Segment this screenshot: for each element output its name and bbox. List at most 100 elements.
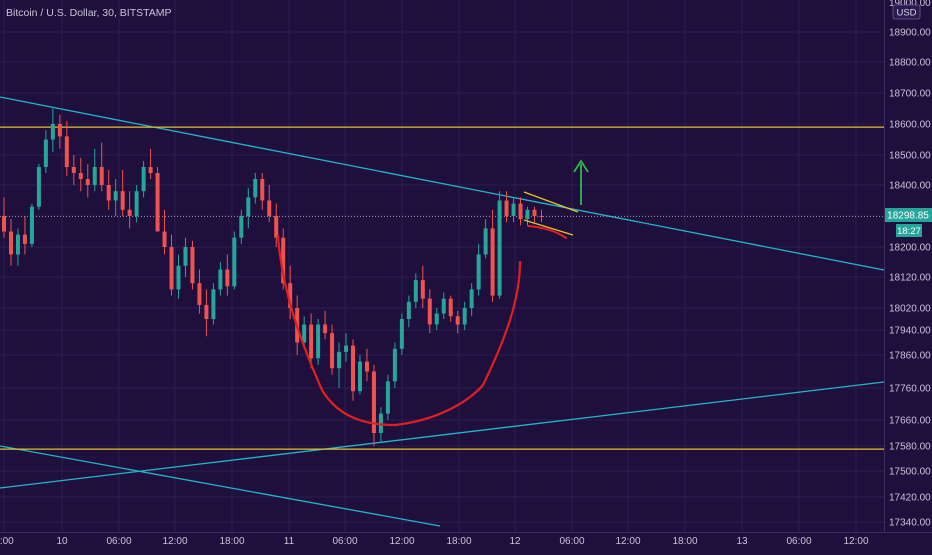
- candle-body: [309, 324, 314, 359]
- ascending-trend-line: [0, 381, 885, 489]
- candle-body: [50, 124, 55, 140]
- price-tick-label: 18200.00: [889, 243, 931, 254]
- candle-body: [525, 209, 530, 220]
- candle-body: [211, 289, 216, 319]
- price-axis-top-label: 19000.00: [889, 0, 931, 9]
- candle-body: [455, 316, 460, 325]
- price-tick-label: 18020.00: [889, 304, 931, 315]
- candle-body: [57, 124, 62, 137]
- candle-body: [29, 206, 34, 244]
- time-tick-label: 12:00: [162, 536, 187, 547]
- candle-body: [113, 191, 118, 201]
- time-tick-label: 12:00: [843, 536, 868, 547]
- candle-body: [323, 324, 328, 334]
- candle-body: [15, 234, 20, 255]
- candle-body: [134, 191, 139, 216]
- currency-label-box[interactable]: [892, 4, 921, 20]
- price-tick-label: 17660.00: [889, 416, 931, 427]
- candle-body: [392, 348, 397, 382]
- time-tick-label: 06:00: [786, 536, 811, 547]
- candle-body: [239, 216, 244, 238]
- price-tick-label: 17580.00: [889, 442, 931, 453]
- time-tick-label: 18:00: [219, 536, 244, 547]
- candle-body: [190, 247, 195, 284]
- price-axis[interactable]: 18900.00 18800.00 18700.00 18600.00 18500.00…: [889, 28, 931, 529]
- currency-label: USD: [896, 8, 916, 19]
- last-price-badge: [885, 208, 932, 222]
- pattern-drawings: [276, 159, 589, 427]
- candle-body: [141, 167, 146, 192]
- candle-body: [337, 351, 342, 369]
- trend-lines: [0, 96, 885, 527]
- candle-body: [281, 237, 286, 284]
- candle-body: [78, 173, 83, 179]
- countdown-value: 18:27: [897, 226, 921, 237]
- candle-body: [364, 361, 369, 372]
- candle-body: [476, 254, 481, 290]
- candle-body: [483, 228, 488, 255]
- candle-body: [148, 167, 153, 173]
- candle-body: [36, 167, 41, 207]
- candle-body: [225, 269, 230, 287]
- candle-body: [246, 197, 251, 216]
- time-axis[interactable]: 8:00 10 06:00 12:00 18:00 11 06:00 12:00 18:00 12…: [0, 536, 869, 547]
- price-tick-label: 18800.00: [889, 58, 931, 69]
- candle-body: [267, 200, 272, 216]
- horizontal-levels: [0, 126, 884, 450]
- candle-body: [420, 280, 425, 299]
- last-price-value: 18298.85: [887, 211, 929, 222]
- price-tick-label: 18500.00: [889, 151, 931, 162]
- candle-body: [469, 289, 474, 308]
- descending-trend-line: [0, 96, 885, 271]
- candle-body: [504, 200, 509, 216]
- up-arrow-icon: [573, 159, 589, 173]
- time-tick-label: 12: [509, 536, 521, 547]
- candle-body: [351, 345, 355, 392]
- price-tick-label: 17940.00: [889, 326, 931, 337]
- time-tick-label: 06:00: [559, 536, 584, 547]
- candle-body: [253, 179, 258, 198]
- candle-body: [532, 209, 537, 216]
- time-tick-label: 06:00: [106, 536, 131, 547]
- price-tick-label: 17760.00: [889, 384, 931, 395]
- candles: [2, 108, 544, 446]
- candle-body: [260, 179, 265, 201]
- candle-body: [155, 173, 160, 232]
- price-tick-label: 17340.00: [889, 518, 931, 529]
- candle-body: [302, 324, 307, 343]
- candle-body: [518, 203, 523, 220]
- candle-body: [413, 280, 418, 302]
- symbol-title: Bitcoin / U.S. Dollar, 30, BITSTAMP: [6, 7, 172, 19]
- candle-body: [441, 298, 446, 314]
- candle-body: [330, 333, 335, 369]
- price-tick-label: 18900.00: [889, 28, 931, 39]
- candle-body: [497, 200, 502, 296]
- price-tick-label: 18700.00: [889, 89, 931, 100]
- candle-body: [385, 381, 390, 414]
- flag-red-underline: [527, 225, 567, 239]
- candle-body: [106, 185, 111, 201]
- candle-body: [490, 228, 495, 296]
- candle-body: [218, 269, 223, 290]
- candle-body: [539, 216, 544, 217]
- candle-body: [462, 308, 467, 325]
- candle-body: [316, 324, 321, 359]
- candle-body: [197, 283, 202, 305]
- time-tick-label: 10: [56, 536, 68, 547]
- flag-lower-line: [523, 219, 574, 236]
- candle-body: [8, 231, 13, 255]
- candle-body: [183, 247, 188, 266]
- price-tick-label: 18120.00: [889, 273, 931, 284]
- candle-body: [448, 298, 453, 317]
- candle-body: [85, 179, 90, 185]
- time-tick-label: 12:00: [389, 536, 414, 547]
- price-tick-label: 18600.00: [889, 120, 931, 131]
- time-tick-label: 18:00: [446, 536, 471, 547]
- candle-body: [2, 216, 6, 232]
- candle-body: [371, 371, 376, 433]
- candle-body: [176, 265, 181, 290]
- candle-body: [162, 231, 167, 247]
- candle-body: [43, 139, 48, 167]
